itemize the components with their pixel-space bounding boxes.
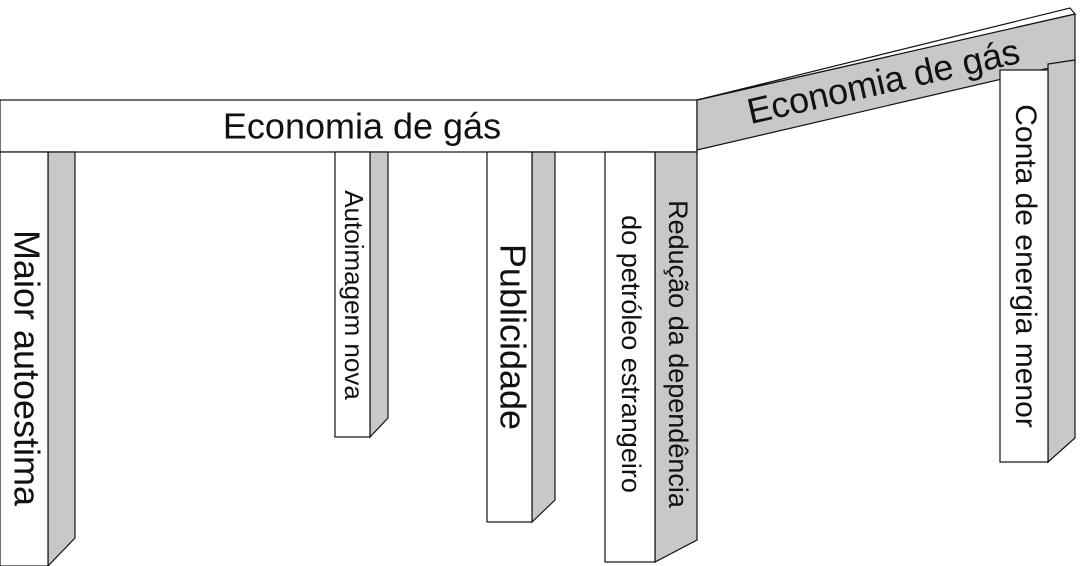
leg-side (48, 152, 75, 566)
leg-side (532, 152, 555, 522)
diagram: Economia de gás Economia de gás Maior au… (0, 0, 1081, 566)
leg-side (370, 152, 388, 437)
beam-label: Economia de gás (223, 106, 501, 147)
leg-label: Redução da dependência (663, 200, 693, 509)
leg-label: Publicidade (492, 244, 533, 430)
leg-side (1048, 60, 1075, 462)
leg-label: Conta de energia menor (1009, 104, 1042, 428)
leg-label: do petróleo estrangeiro (616, 215, 646, 493)
leg-label: Autoimagem nova (339, 190, 369, 400)
leg-label: Maior autoestima (6, 230, 47, 507)
